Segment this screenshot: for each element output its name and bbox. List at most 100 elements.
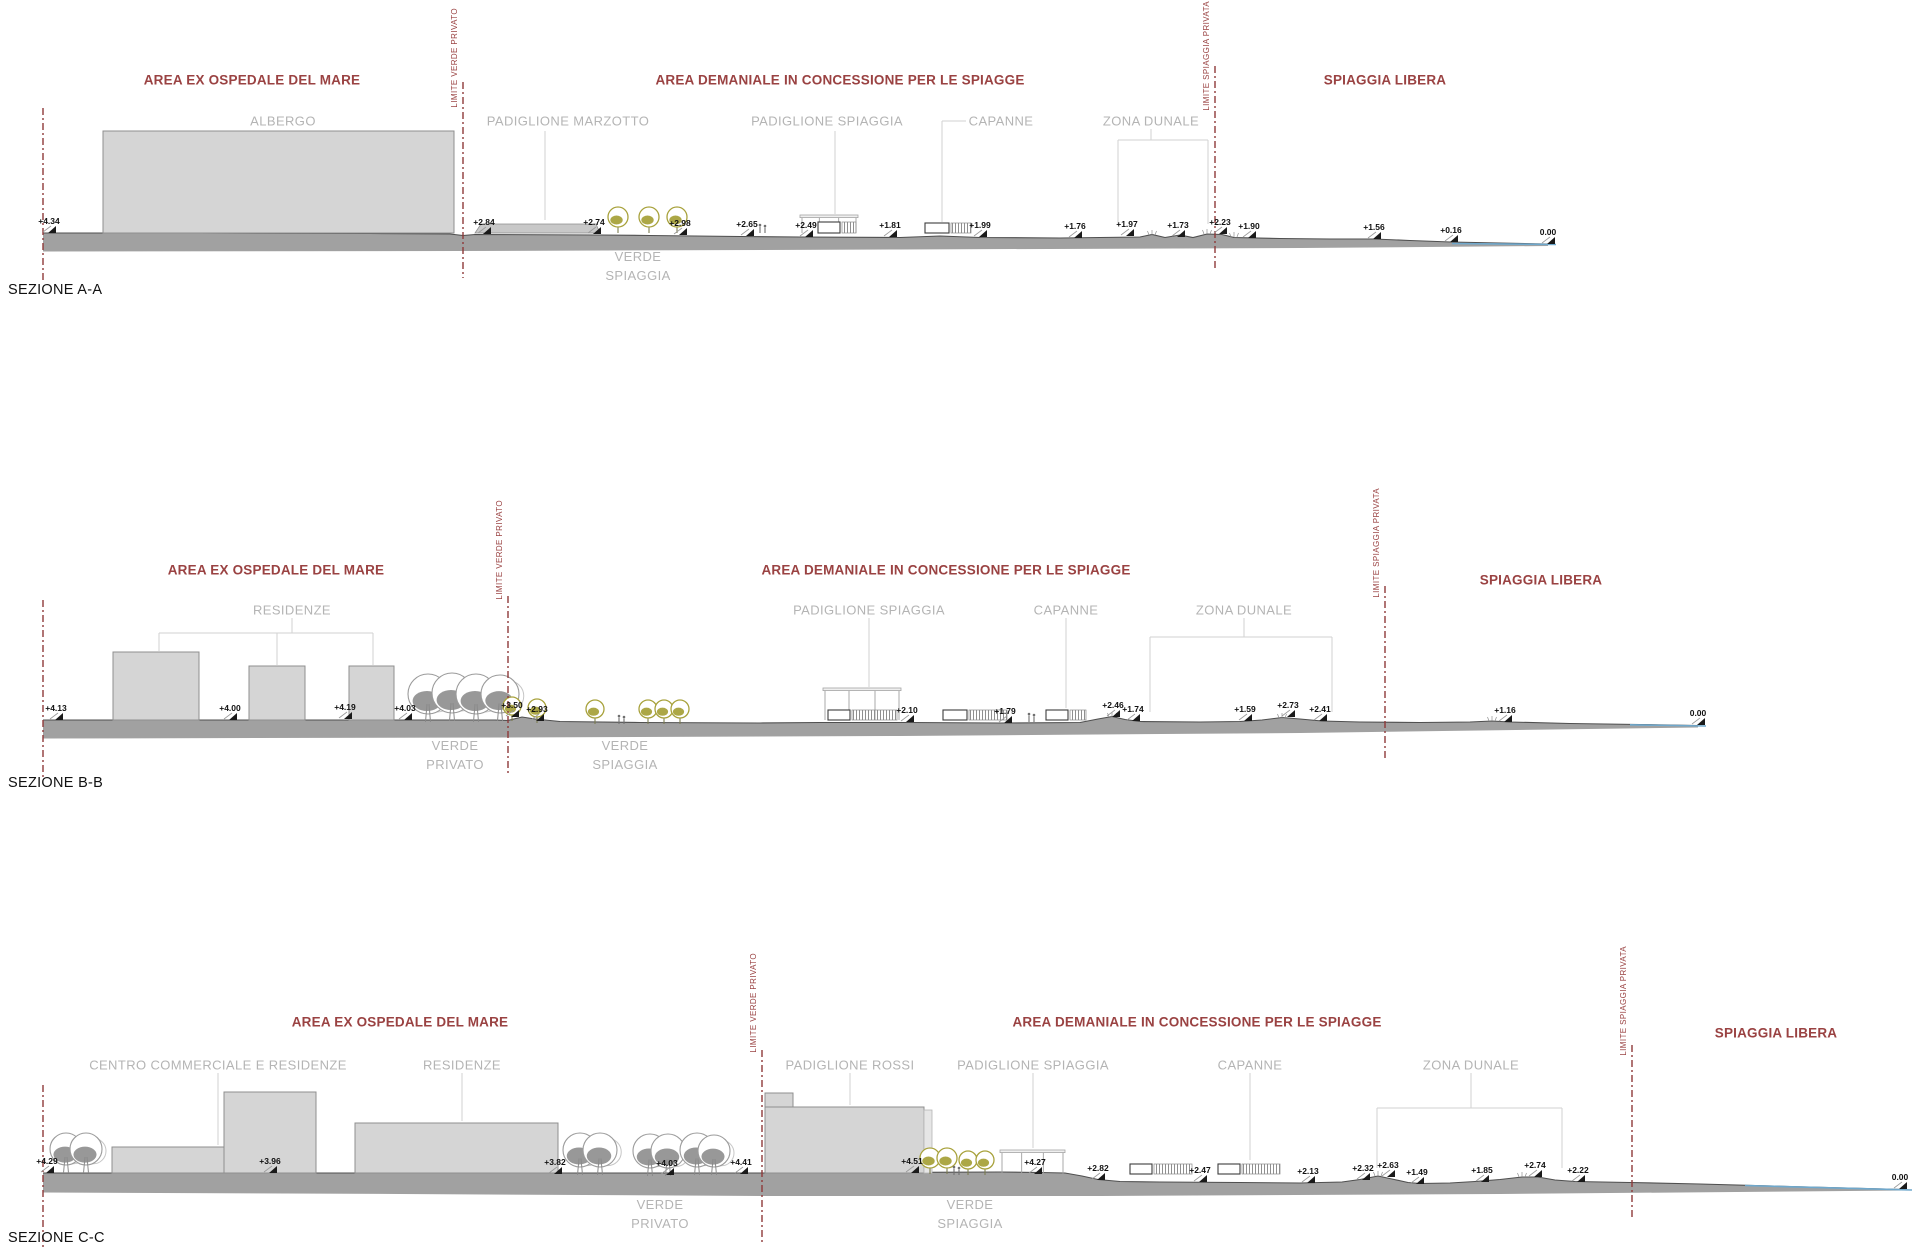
elevation-triangle	[1177, 230, 1185, 237]
cabin-box	[817, 221, 841, 234]
sub-label: PADIGLIONE ROSSI	[785, 1057, 915, 1073]
canopy-roof	[799, 214, 859, 218]
people-figures	[617, 714, 626, 724]
elevation-marker: +2.49	[795, 220, 817, 230]
elevation-marker: +4.13	[45, 703, 67, 713]
elevation-tick	[1091, 1172, 1101, 1180]
dune-grass-icon	[1229, 232, 1239, 238]
cabin-hatched-box	[1241, 1163, 1281, 1175]
building	[348, 665, 395, 721]
zone-title: AREA EX OSPEDALE DEL MARE	[291, 1014, 509, 1030]
elevation-triangle	[229, 713, 237, 720]
sub-label: RESIDENZE	[252, 602, 332, 618]
section-a-a	[42, 66, 1557, 280]
olive-tree-icon	[607, 206, 629, 233]
elevation-tick	[477, 226, 487, 234]
elevation-triangle	[889, 230, 897, 237]
cabin-hatched-box	[968, 709, 1008, 721]
elevation-triangle	[1534, 1170, 1542, 1177]
elevation-tick	[998, 715, 1008, 723]
elevation-marker: +1.73	[1167, 220, 1189, 230]
gray-tree-icon	[69, 1132, 107, 1174]
dune-grass-icon	[1517, 1172, 1527, 1178]
boundary-label: LIMITE SPIAGGIA PRIVATA	[1202, 1, 1211, 111]
elevation-tick	[883, 229, 893, 237]
elevation-tick	[799, 229, 809, 237]
elevation-triangle	[1577, 1175, 1585, 1182]
section-title: SEZIONE C-C	[8, 1230, 105, 1246]
boundary-label: LIMITE SPIAGGIA PRIVATA	[1619, 946, 1628, 1056]
ground-surface-line	[43, 232, 1549, 245]
building-strip	[923, 1109, 933, 1174]
elevation-tick	[1171, 229, 1181, 237]
elevation-tick	[734, 1166, 744, 1174]
building	[764, 1092, 794, 1108]
cabin-box	[1129, 1163, 1153, 1175]
elevation-marker: +1.56	[1363, 222, 1385, 232]
elevation-marker: +4.41	[730, 1157, 752, 1167]
elevation-marker: +1.49	[1406, 1167, 1428, 1177]
dune-grass-icon	[1202, 229, 1212, 235]
elevation-tick	[905, 1165, 915, 1173]
elevation-triangle	[1416, 1177, 1424, 1184]
sea-level-line	[1744, 1184, 1913, 1191]
ground-zone-label: VERDE PRIVATO	[631, 1197, 689, 1231]
elevation-marker: +0.16	[1440, 225, 1462, 235]
elevation-tick	[505, 709, 515, 717]
boundary-label: LIMITE VERDE PRIVATO	[749, 953, 758, 1053]
elevation-triangle	[593, 227, 601, 234]
elevation-tick	[1571, 1174, 1581, 1182]
elevation-marker: +3.96	[259, 1156, 281, 1166]
cabin-hatched-box	[1153, 1163, 1193, 1175]
elevation-tick	[1213, 226, 1223, 234]
ground-profile	[43, 1172, 1905, 1196]
elevation-tick	[1106, 709, 1116, 717]
elevation-triangle	[1287, 710, 1295, 717]
elevation-marker: +2.63	[1377, 1160, 1399, 1170]
canopy-roof	[822, 687, 902, 691]
ground-zone-label: VERDE SPIAGGIA	[592, 738, 658, 772]
elevation-tick	[42, 225, 52, 233]
people-figures	[952, 1165, 961, 1175]
elevation-marker: +1.85	[1471, 1165, 1493, 1175]
building	[248, 665, 306, 721]
elevation-tick	[587, 226, 597, 234]
building	[102, 130, 455, 234]
elevation-tick	[1238, 713, 1248, 721]
olive-tree-icon	[654, 699, 674, 724]
olive-tree-icon	[666, 206, 688, 233]
elevation-triangle	[48, 226, 56, 233]
elevation-marker: +2.65	[736, 219, 758, 229]
elevation-triangle	[1481, 1175, 1489, 1182]
zone-title: SPIAGGIA LIBERA	[1323, 72, 1447, 88]
ground-profile	[43, 716, 1698, 739]
sub-label: CAPANNE	[1033, 602, 1099, 618]
olive-tree-icon	[527, 698, 547, 723]
elevation-marker: +2.41	[1309, 704, 1331, 714]
elevation-triangle	[1034, 1167, 1042, 1174]
elevation-tick	[40, 1165, 50, 1173]
elevation-marker: +1.99	[969, 220, 991, 230]
elevation-marker: +4.00	[219, 703, 241, 713]
elevation-triangle	[740, 1167, 748, 1174]
cabin-hatched-box	[841, 221, 857, 234]
section-c-c	[40, 1045, 1913, 1248]
boundary-label: LIMITE SPIAGGIA PRIVATA	[1372, 488, 1381, 598]
elevation-marker: +2.82	[1087, 1163, 1109, 1173]
building	[354, 1122, 559, 1174]
elevation-tick	[1281, 709, 1291, 717]
elevation-triangle	[344, 712, 352, 719]
zone-title: AREA DEMANIALE IN CONCESSIONE PER LE SPI…	[761, 562, 1131, 578]
elevation-triangle	[906, 715, 914, 722]
elevation-marker: +2.22	[1567, 1165, 1589, 1175]
elevation-marker: +2.74	[1524, 1160, 1546, 1170]
elevation-triangle	[679, 228, 687, 235]
elevation-tick	[530, 713, 540, 721]
elevation-triangle	[46, 1166, 54, 1173]
elevation-marker: +2.98	[669, 218, 691, 228]
elevation-tick	[1528, 1169, 1538, 1177]
elevation-marker: 0.00	[1689, 708, 1707, 718]
zone-title: AREA EX OSPEDALE DEL MARE	[143, 72, 361, 88]
section-title: SEZIONE A-A	[8, 282, 103, 298]
elevation-marker: +2.10	[896, 705, 918, 715]
